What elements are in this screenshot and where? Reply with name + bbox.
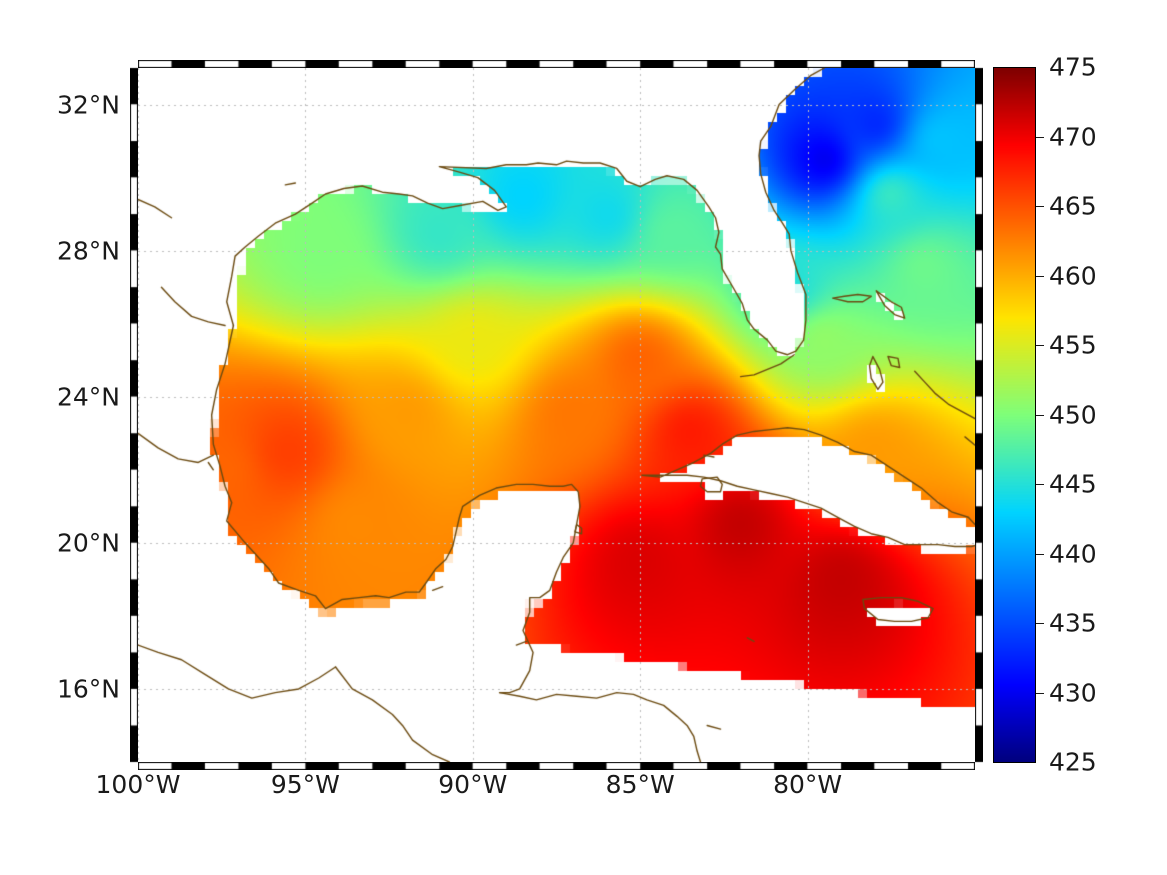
colorbar-tick-label: 450 [1049,400,1097,429]
colorbar-tick-mark [1036,553,1044,555]
colorbar-tick-label: 475 [1049,52,1097,82]
colorbar-gradient [993,67,1036,763]
colorbar-tick-mark [1036,345,1044,346]
colorbar-tick-label: 440 [1049,539,1097,568]
colorbar[interactable]: 425 430 435 440 445 450 455 460 465 470 475 [993,55,1097,775]
map-frame-left [130,60,138,770]
y-tick-label: 32°N [56,90,120,120]
x-tick-label: 95°W [270,770,340,799]
colorbar-tick-label: 465 [1049,191,1097,221]
y-tick-label: 16°N [56,674,120,704]
colorbar-tick-mark [1036,484,1044,485]
x-tick-label: 85°W [605,770,675,799]
map-frame-bottom [130,762,983,770]
x-tick-label: 80°W [773,770,843,799]
map-axes[interactable] [138,68,975,762]
map-frame-right [975,60,983,770]
colorbar-tick-mark [1036,206,1044,207]
colorbar-tick-mark [1036,623,1044,624]
y-tick-label: 28°N [56,236,120,266]
y-tick-label: 24°N [56,382,120,412]
map-frame-top [130,60,983,68]
colorbar-tick-mark [1036,136,1044,138]
x-tick-label: 100°W [95,770,181,799]
x-tick-label: 90°W [438,770,508,799]
map-field-heatmap [138,68,975,762]
y-tick-label: 20°N [56,528,120,558]
colorbar-tick-label: 430 [1049,678,1097,707]
colorbar-tick-label: 445 [1049,469,1097,499]
colorbar-tick-mark [1036,275,1044,277]
colorbar-tick-label: 470 [1049,122,1097,151]
colorbar-tick-label: 435 [1049,608,1097,638]
colorbar-tick-mark [1036,414,1044,416]
colorbar-tick-label: 460 [1049,261,1097,290]
colorbar-tick-mark [1036,692,1044,694]
colorbar-tick-label: 455 [1049,330,1097,360]
colorbar-tick-label: 425 [1049,747,1097,777]
